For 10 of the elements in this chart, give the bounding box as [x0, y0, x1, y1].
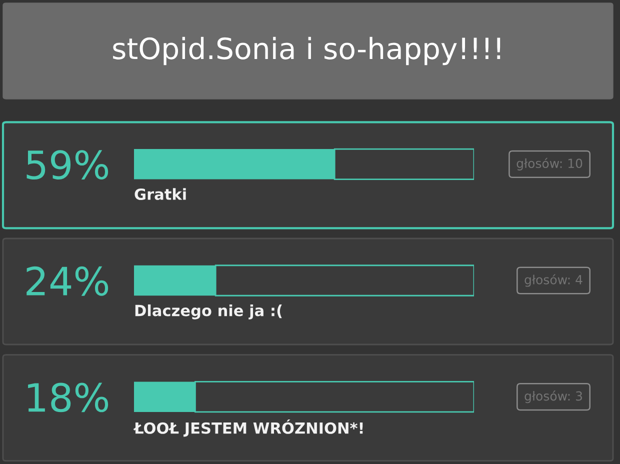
- text: głosów: 3: [524, 390, 582, 404]
- chart-title: stOpid.Sonia i so-happy!!!!: [113, 36, 500, 66]
- y-tick-label: ŁOOŁ JESTEM WRÓZNION*!: [133, 420, 363, 437]
- data-label: 24%: [26, 266, 108, 296]
- data-label: 59%: [26, 150, 108, 180]
- text: głosów: 10: [516, 158, 582, 170]
- y-tick-label: Gratki: [134, 188, 186, 200]
- y-tick-label: Dlaczego nie ja :(: [135, 304, 282, 320]
- text: głosów: 4: [524, 274, 582, 287]
- data-label: 18%: [28, 382, 108, 412]
